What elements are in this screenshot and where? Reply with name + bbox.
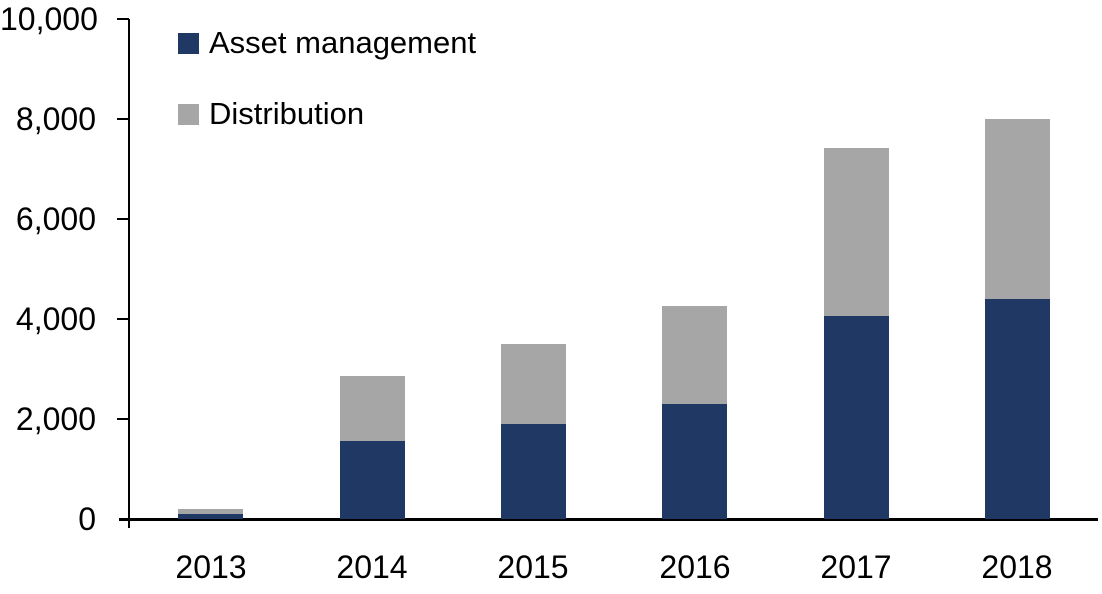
x-category-label: 2014 bbox=[336, 549, 408, 585]
x-axis-line bbox=[119, 518, 1098, 521]
bar-segment-asset-management-2014 bbox=[340, 441, 405, 519]
x-category-label: 2015 bbox=[497, 549, 569, 585]
y-tick-label: 6,000 bbox=[15, 201, 96, 237]
x-category-label: 2013 bbox=[175, 549, 247, 585]
legend-item-asset-management: Asset management bbox=[178, 25, 476, 61]
y-axis-tick bbox=[117, 118, 129, 120]
bar-segment-asset-management-2017 bbox=[824, 316, 889, 519]
bar-segment-distribution-2013 bbox=[178, 509, 243, 514]
y-tick-label: 2,000 bbox=[15, 401, 96, 437]
y-axis-tick bbox=[117, 318, 129, 320]
bar-segment-asset-management-2018 bbox=[985, 299, 1050, 519]
y-axis-tick bbox=[117, 218, 129, 220]
legend-item-distribution: Distribution bbox=[178, 96, 364, 132]
bar-segment-distribution-2014 bbox=[340, 376, 405, 441]
bar-segment-distribution-2017 bbox=[824, 148, 889, 316]
legend-label-distribution: Distribution bbox=[209, 96, 365, 131]
bar-segment-distribution-2018 bbox=[985, 119, 1050, 299]
x-category-label: 2018 bbox=[981, 549, 1053, 585]
bar-segment-asset-management-2016 bbox=[662, 404, 727, 519]
y-axis-tick bbox=[117, 418, 129, 420]
y-axis-line bbox=[128, 19, 130, 520]
x-category-label: 2017 bbox=[820, 549, 892, 585]
y-tick-label: 8,000 bbox=[15, 101, 96, 137]
y-tick-label: 4,000 bbox=[15, 301, 96, 337]
distribution-swatch-icon bbox=[178, 103, 199, 125]
x-category-label: 2016 bbox=[659, 549, 731, 585]
bar-segment-asset-management-2013 bbox=[178, 514, 243, 519]
x-axis-origin-tick bbox=[128, 518, 130, 528]
bar-segment-distribution-2016 bbox=[662, 306, 727, 404]
y-axis-tick bbox=[117, 18, 129, 20]
bar-segment-asset-management-2015 bbox=[501, 424, 566, 519]
y-tick-label: 0 bbox=[78, 501, 96, 537]
legend-label-asset-management: Asset management bbox=[209, 25, 477, 60]
y-tick-label: 10,000 bbox=[0, 1, 98, 37]
asset-management-swatch-icon bbox=[178, 32, 199, 54]
bar-segment-distribution-2015 bbox=[501, 344, 566, 424]
